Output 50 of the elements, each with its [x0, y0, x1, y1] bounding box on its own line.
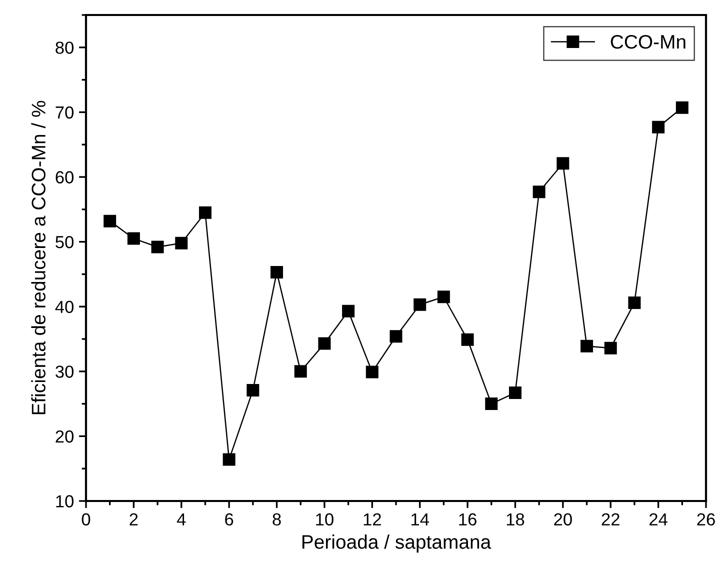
point [342, 304, 355, 318]
point [151, 240, 164, 254]
x-tick-label: 2 [130, 513, 138, 526]
point [175, 236, 188, 250]
y-tick-label: 20 [56, 430, 74, 443]
point [270, 266, 284, 279]
point [437, 290, 450, 304]
legend-label: CCO-Mn [610, 34, 686, 49]
point [390, 330, 402, 343]
x-tick-label: 4 [176, 513, 186, 526]
point [104, 214, 116, 228]
x-tick-label: 16 [459, 513, 476, 526]
x-tick-label: 24 [650, 513, 668, 526]
y-tick-label: 50 [56, 236, 74, 248]
point [127, 232, 140, 245]
x-tick-label: 14 [412, 513, 429, 526]
x-tick-label: 20 [554, 513, 572, 526]
x-tick-label: 22 [602, 513, 620, 526]
point [318, 337, 331, 350]
y-tick-label: 80 [56, 42, 74, 54]
point [604, 342, 617, 354]
x-tick-label: 12 [364, 513, 381, 526]
x-tick-label: 18 [506, 513, 524, 526]
point [508, 386, 522, 400]
point [198, 206, 212, 219]
y-axis-title: Eficienta de reducere a CCO-Mn / % [31, 100, 46, 414]
point [366, 366, 378, 378]
y-tick-label: 10 [56, 495, 74, 508]
y-tick-label: 30 [56, 366, 74, 378]
point [294, 365, 307, 378]
point [532, 186, 546, 198]
point [222, 453, 236, 466]
point [414, 298, 426, 311]
point [485, 398, 498, 410]
point [652, 120, 665, 134]
y-tick-label: 60 [56, 171, 74, 184]
point [628, 296, 641, 309]
x-tick-label: 26 [697, 513, 715, 526]
point [556, 157, 570, 170]
y-tick-label: 70 [56, 106, 74, 119]
y-tick-label: 40 [55, 300, 74, 314]
point [580, 340, 594, 352]
point [246, 384, 260, 396]
point [461, 333, 474, 346]
x-tick-label: 8 [272, 513, 281, 526]
x-axis-title: Perioada / saptamana [302, 534, 492, 553]
x-tick-label: 0 [82, 513, 90, 526]
x-tick-label: 6 [225, 513, 234, 526]
point [676, 101, 688, 114]
x-tick-label: 10 [316, 513, 334, 526]
